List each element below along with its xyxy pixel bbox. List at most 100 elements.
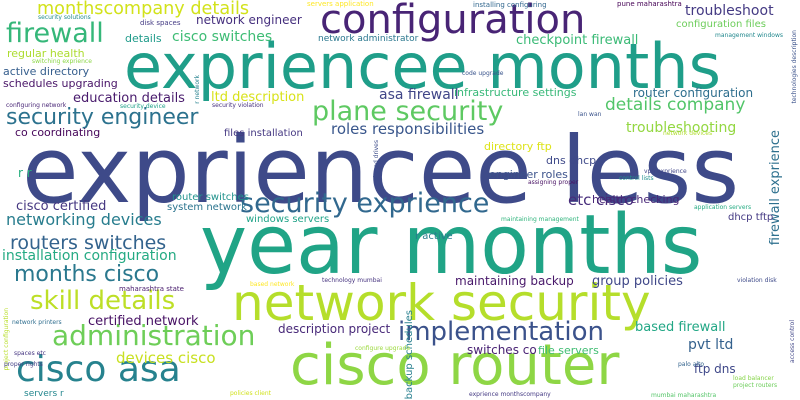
word-details-company: details company (605, 95, 746, 115)
word-based-network: based network (250, 281, 295, 288)
word-devices-cisco: devices cisco (116, 349, 216, 367)
word-windows-servers: windows servers (246, 214, 330, 225)
word-mumbai-maharashtra: mumbai maharashtra (651, 392, 717, 399)
word-application-servers: application servers (694, 204, 752, 211)
word-security-exprience: security exprience (240, 188, 490, 219)
word-control-lists: control lists (619, 175, 654, 182)
word-cisco-switches: cisco switches (172, 29, 273, 45)
word-r-active: r active (415, 231, 453, 242)
word-asa-firewall: asa firewall (379, 87, 459, 103)
word-lan-wan: lan wan (578, 111, 602, 118)
word-schedules-upgrading: schedules upgrading (3, 77, 118, 90)
word-roles-responsibilities: roles responsibilities (331, 120, 485, 138)
word-files-installation: files installation (224, 128, 303, 139)
word-health-checking: health checking (592, 193, 680, 206)
word-regular-health: regular health (7, 47, 85, 60)
word-technology-mumbai: technology mumbai (322, 277, 382, 284)
word-description-project: description project (278, 322, 391, 336)
word-switching-exprience: switching exprience (32, 58, 92, 65)
word-security-engineer: security engineer (6, 105, 199, 130)
word-violation-disk: violation disk (737, 277, 777, 284)
word-ftp-dns: ftp dns (694, 362, 736, 376)
word-network-devices: network devices (663, 130, 713, 137)
word-installation-configuration: installation configuration (2, 248, 177, 264)
word-configuring-network: configuring network (6, 102, 67, 109)
word-education-details: education details (73, 91, 185, 106)
word-backup-schedules: backup schedules (404, 310, 415, 400)
word-load-balancer: load balancer (733, 375, 774, 382)
word-active-directory: active directory (3, 65, 90, 78)
word-year-months: year months (200, 198, 703, 293)
word-servers-r: servers r (24, 389, 64, 399)
word-system-network: system network (167, 202, 247, 213)
word-etc-cisco: etc cisco (568, 191, 634, 209)
word-vpn-exprience: vpn exprience (644, 168, 687, 175)
word-r-network: r network (194, 75, 201, 104)
word-months-cisco: months cisco (14, 262, 160, 287)
word-access-control: access control (789, 320, 796, 363)
word-troubleshooting: troubleshooting (626, 120, 737, 136)
word-spaces-etc: spaces etc (14, 350, 46, 357)
word-security-solutions: security solutions (38, 14, 91, 21)
word-maintaining-management: maintaining management (501, 216, 579, 223)
word-networking-devices: networking devices (6, 210, 162, 229)
word-firewall: firewall (6, 18, 104, 49)
word-infrastructure-settings: infrastructure settings (454, 86, 577, 99)
word-checkpoint-firewall: checkpoint firewall (516, 33, 639, 48)
word-maharashtra-state: maharashtra state (119, 285, 184, 293)
word-shared-drives: shared drives (373, 140, 380, 181)
word-disk-spaces: disk spaces (140, 19, 181, 27)
word-configure-upgrade: configure upgrade (355, 345, 411, 352)
word-network-administrator: network administrator (318, 34, 419, 44)
word-management-windows: management windows (715, 32, 783, 39)
word-directory-ftp: directory ftp (484, 140, 552, 153)
word-firewall-exprience: firewall exprience (768, 130, 783, 246)
word-exprience-monthscompany: exprience monthscompany (469, 391, 551, 398)
word-router-configuration: router configuration (633, 86, 754, 100)
word-network-printers: network printers (12, 319, 62, 326)
word-assigning-proper: assigning proper (528, 179, 579, 186)
word-r-r: r r (18, 166, 32, 180)
word-policies-client: policies client (230, 390, 271, 397)
word-expriencee-months: expriencee months (124, 30, 721, 103)
word-co-coordinating: co coordinating (15, 126, 101, 139)
word-group-policies: group policies (592, 274, 683, 289)
word-proper-rights: proper rights (4, 361, 43, 368)
word-network-security: network security (232, 274, 651, 332)
word-servers-application: servers application (307, 0, 374, 8)
word-based-firewall: based firewall (635, 320, 726, 335)
word-ltd-description: ltd description (211, 90, 305, 105)
word-router-switches: router switches (172, 192, 249, 203)
word-project-routers: project routers (733, 382, 778, 389)
word-cisco-router: cisco router (290, 333, 620, 398)
word-certified-network: certified network (88, 314, 199, 329)
word-routers-switches: routers switches (10, 232, 167, 254)
word-maintaining-backup: maintaining backup (455, 274, 574, 288)
word-cisco-certified: cisco certified (16, 199, 107, 214)
word-details: details (125, 32, 162, 45)
word-implementation: implementation (398, 317, 605, 347)
word-pune-maharashtra: pune maharashtra (617, 0, 682, 8)
word-code-upgrade: code upgrade (462, 70, 504, 77)
word-dhcp-tftp: dhcp tftp (728, 212, 774, 223)
word-technologies-description: technologies description (791, 30, 798, 104)
word-palo-alto: palo alto (678, 361, 705, 368)
word-configuration-files: configuration files (676, 19, 766, 30)
word-troubleshoot: troubleshoot (685, 3, 774, 19)
word-expriencee-less: expriencee less (22, 117, 740, 224)
word-engineer-roles: engineer roles (489, 168, 568, 181)
word-cisco-asa: cisco asa (16, 349, 181, 390)
word-file-servers: file servers (538, 344, 599, 357)
word-pvt-ltd: pvt ltd (688, 337, 734, 353)
word-monthscompany-details: monthscompany details (37, 0, 250, 19)
word-security-device: security device (120, 103, 166, 110)
word-configuration: configuration (320, 0, 586, 43)
word-security-violation: security violation (212, 102, 264, 109)
word-dns-dhcp: dns dhcp (546, 154, 597, 167)
word-installing-configuring: installing configuring (473, 1, 547, 9)
word-plane-security: plane security (312, 96, 504, 127)
word-administration: administration (52, 319, 256, 352)
word-network-engineer: network engineer (196, 13, 302, 27)
word-skill-details: skill details (30, 286, 176, 316)
